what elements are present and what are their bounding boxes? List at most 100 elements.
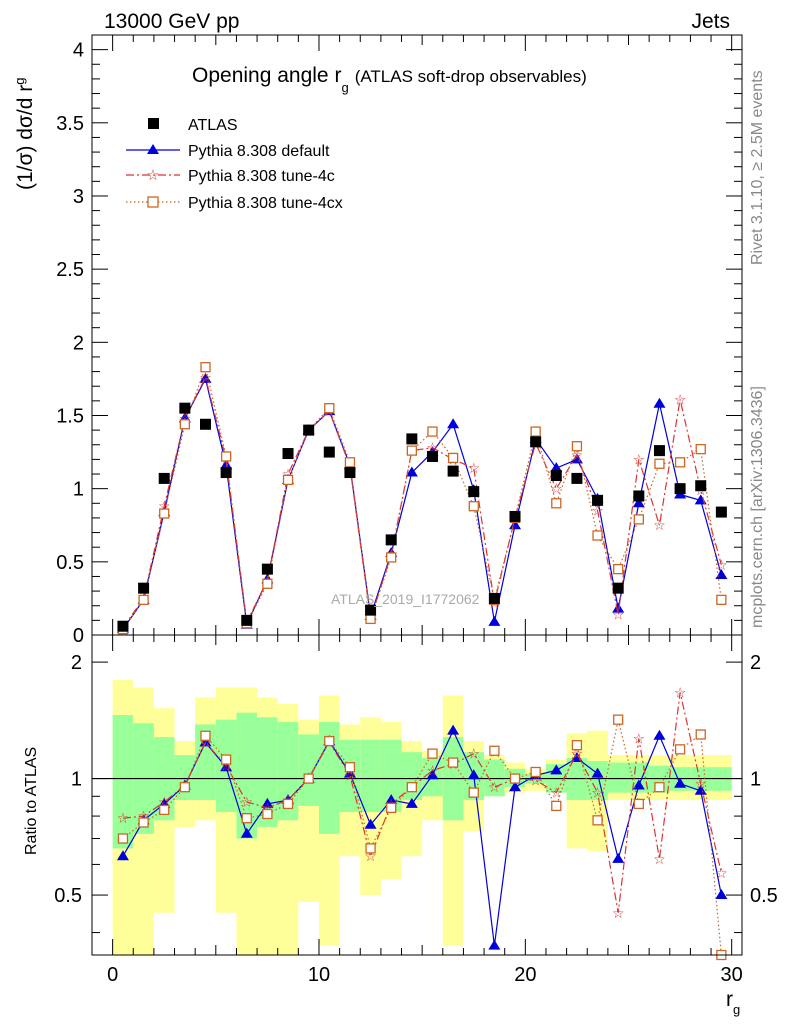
marker-4cx — [159, 804, 170, 816]
marker-4c: ☆ — [633, 731, 646, 747]
marker-4cx — [427, 426, 438, 437]
marker-default — [632, 497, 645, 508]
marker-4cx — [179, 782, 191, 793]
atlas-point — [468, 486, 480, 498]
marker-default — [467, 769, 480, 780]
marker-default — [116, 850, 129, 861]
marker-default — [509, 519, 522, 530]
atlas-point — [138, 582, 150, 594]
upper-lines: ☆☆☆☆☆☆☆☆☆☆☆☆☆☆☆☆☆☆☆☆☆☆☆☆☆☆☆☆☆☆ — [117, 362, 728, 637]
marker-default — [674, 777, 687, 788]
marker-4cx — [613, 714, 624, 725]
marker-4cx — [571, 740, 583, 751]
marker-4c: ☆ — [240, 795, 253, 811]
marker-4c: ☆ — [674, 392, 687, 408]
marker-4cx — [241, 813, 252, 824]
title-main: Opening angle r — [192, 64, 341, 87]
ratio-bands — [92, 679, 742, 955]
marker-default — [550, 764, 563, 775]
marker-4cx — [220, 754, 232, 765]
marker-4cx — [220, 451, 232, 462]
marker-4cx — [427, 748, 438, 759]
legend-default-label: Pythia 8.308 default — [188, 143, 330, 160]
ratio-tick-label-right: 0.5 — [750, 885, 778, 907]
header-left: 13000 GeV pp — [104, 10, 239, 33]
y-tick-label: 3 — [73, 186, 84, 208]
marker-4cx — [179, 419, 191, 430]
marker-4cx — [716, 594, 727, 606]
y-tick-label: 2 — [73, 332, 84, 354]
ratio-lines: ☆☆☆☆☆☆☆☆☆☆☆☆☆☆☆☆☆☆☆☆☆☆☆☆☆☆☆☆☆☆ — [116, 685, 728, 961]
marker-4c: ☆ — [550, 786, 563, 802]
marker-4c: ☆ — [591, 504, 604, 520]
marker-default — [612, 852, 625, 863]
atlas-point — [715, 506, 727, 518]
x-tick-label: 0 — [107, 964, 118, 986]
axes: 00.511.522.533.540.5 0.51 12 20 10 20 30 — [54, 34, 778, 986]
ratio-band-inner — [257, 717, 278, 827]
marker-4cx — [324, 403, 335, 414]
marker-4c: ☆ — [467, 747, 480, 763]
marker-4cx — [592, 530, 603, 541]
lower-frame — [91, 634, 743, 956]
series-line — [122, 365, 722, 630]
x-tick-label: 10 — [308, 964, 330, 986]
atlas-point — [426, 450, 438, 462]
atlas-point — [612, 582, 624, 594]
marker-4cx — [282, 798, 294, 810]
marker-4c: ☆ — [467, 461, 480, 477]
atlas-point — [344, 467, 356, 479]
title-rest: (ATLAS soft-drop observables) — [355, 67, 587, 86]
ratio-tick-label-right: 1 — [750, 769, 761, 791]
marker-default — [405, 466, 418, 477]
marker-4cx — [551, 498, 562, 509]
marker-default — [240, 827, 253, 838]
mcplots-label: mcplots.cern.ch [arXiv:1306.3436] — [749, 386, 766, 628]
atlas-point — [303, 424, 315, 436]
marker-4c: ☆ — [117, 811, 130, 827]
atlas-point — [220, 467, 232, 479]
atlas-point — [530, 436, 542, 448]
marker-4cx — [447, 452, 459, 464]
marker-default — [570, 453, 583, 464]
marker-default — [385, 794, 398, 805]
ratio-tick-label-left: 2 — [71, 652, 82, 674]
marker-default — [199, 736, 212, 747]
ratio-band-inner — [380, 739, 402, 812]
atlas-point — [385, 534, 397, 546]
marker-4cx — [262, 578, 273, 589]
atlas-point — [695, 480, 707, 492]
marker-4cx — [489, 745, 500, 756]
y-tick-label: 0.5 — [56, 552, 84, 574]
marker-4c: ☆ — [715, 866, 728, 882]
marker-4cx — [386, 802, 397, 814]
legend-4c-label: Pythia 8.308 tune-4c — [188, 168, 335, 185]
marker-default — [653, 397, 666, 408]
legend-default-marker — [147, 144, 159, 154]
marker-4cx — [530, 426, 541, 437]
marker-4cx — [365, 613, 376, 625]
marker-4cx — [468, 501, 479, 512]
marker-4cx — [654, 458, 665, 469]
atlas-point — [179, 402, 191, 414]
atlas-point — [633, 490, 645, 502]
marker-4c: ☆ — [653, 518, 666, 534]
marker-default — [509, 781, 522, 792]
ratio-band-inner — [360, 739, 381, 812]
x-tick-label: 20 — [514, 964, 536, 986]
marker-default — [426, 769, 439, 780]
marker-default — [405, 797, 418, 808]
ratio-band-inner — [587, 761, 608, 801]
x-axis-title: rg — [726, 988, 740, 1017]
marker-4cx — [365, 843, 376, 854]
marker-default — [591, 767, 604, 778]
marker-4cx — [406, 782, 417, 793]
marker-4cx — [138, 594, 149, 606]
legend-4cx-label: Pythia 8.308 tune-4cx — [188, 195, 343, 212]
marker-4cx — [654, 782, 665, 793]
y-tick-label: 3.5 — [56, 113, 84, 135]
marker-4cx — [571, 441, 583, 452]
marker-4cx — [406, 445, 417, 456]
marker-4cx — [138, 817, 149, 828]
marker-default — [343, 767, 356, 778]
